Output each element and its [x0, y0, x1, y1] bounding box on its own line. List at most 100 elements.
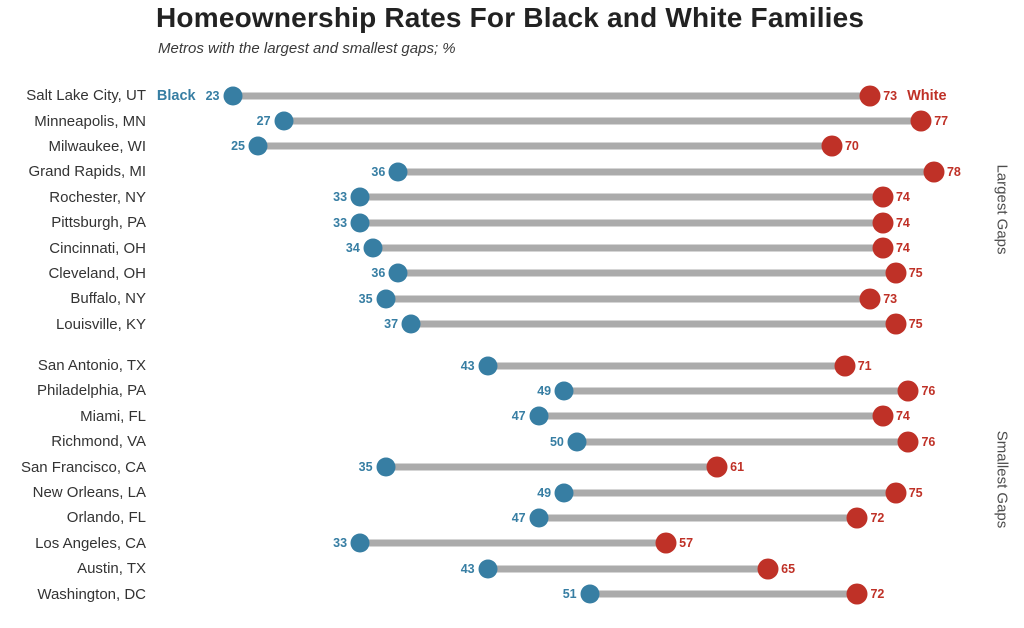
white-value: 76 [921, 383, 936, 398]
white-value: 74 [895, 240, 910, 255]
connector-bar [487, 565, 769, 573]
white-value: 75 [908, 266, 923, 281]
white-value: 61 [730, 459, 745, 474]
white-value-label: 71 [858, 359, 872, 372]
dumbbell-plot: 35 61 [156, 454, 985, 479]
metro-label: Rochester, NY [49, 188, 146, 206]
dumbbell-row: Cincinnati, OH 34 74 [0, 235, 1024, 260]
chart-title: Homeownership Rates For Black and White … [156, 2, 865, 33]
dumbbell-plot: 35 73 [156, 286, 985, 311]
white-dot [859, 85, 881, 107]
dumbbell-plot: 50 76 [156, 429, 985, 454]
white-dot [757, 558, 779, 580]
group-label: Largest Gaps [993, 164, 1011, 255]
metro-label: Grand Rapids, MI [28, 163, 146, 181]
white-dot [885, 313, 907, 335]
white-value: 72 [870, 510, 885, 525]
black-value-label: Black 23 [157, 88, 220, 103]
black-dot [388, 263, 408, 283]
black-dot [554, 483, 574, 503]
dumbbell-row: Rochester, NY 33 74 [0, 185, 1024, 210]
metro-label: Cincinnati, OH [49, 239, 146, 257]
dumbbell-plot: 43 65 [156, 556, 985, 581]
black-dot [350, 213, 370, 233]
connector-bar [232, 92, 871, 100]
black-value: 33 [333, 215, 348, 230]
connector-bar [398, 269, 896, 277]
white-value: 74 [895, 409, 910, 424]
connector-bar [258, 142, 832, 150]
black-value-label: 33 [333, 191, 347, 204]
white-value-label: 74 [896, 410, 910, 423]
black-dot [388, 162, 408, 182]
black-dot [478, 559, 498, 579]
white-value-label: 72 [870, 588, 884, 601]
metro-label: Washington, DC [37, 585, 146, 603]
white-dot [897, 431, 919, 453]
white-value-label: 74 [896, 242, 910, 255]
black-value: 33 [333, 190, 348, 204]
dumbbell-plot: 49 75 [156, 480, 985, 505]
black-value-label: 36 [371, 267, 385, 280]
dumbbell-row: San Antonio, TX 43 71 [0, 353, 1024, 378]
dumbbell-plot: 36 75 [156, 261, 985, 286]
metro-label: Salt Lake City, UT [26, 87, 146, 105]
connector-bar [360, 219, 883, 227]
white-dot [897, 380, 919, 402]
white-value: 75 [908, 485, 923, 500]
chart-subtitle: Metros with the largest and smallest gap… [158, 40, 456, 57]
black-value: 34 [345, 240, 360, 255]
white-dot [872, 237, 894, 259]
white-value-label: 57 [679, 537, 693, 550]
black-dot [223, 86, 243, 106]
black-dot [529, 508, 549, 528]
metro-label: Pittsburgh, PA [51, 214, 146, 232]
white-value-label: 75 [909, 486, 923, 499]
white-value: 72 [870, 586, 885, 601]
connector-bar [538, 514, 858, 522]
dumbbell-row: Philadelphia, PA 49 76 [0, 378, 1024, 403]
white-value: 73 [883, 291, 898, 306]
white-value-label: 78 [947, 165, 961, 179]
black-value: 25 [231, 139, 246, 154]
black-value: 33 [333, 536, 348, 551]
dumbbell-row: Washington, DC 51 72 [0, 581, 1024, 606]
metro-label: Louisville, KY [55, 315, 146, 333]
white-value-label: 76 [921, 435, 935, 449]
metro-label: Minneapolis, MN [34, 112, 146, 130]
black-value: 51 [562, 586, 577, 601]
dumbbell-plot: 25 70 [156, 134, 985, 159]
black-value-label: 47 [512, 410, 526, 423]
black-value: 36 [371, 164, 386, 179]
dumbbell-row: Cleveland, OH 36 75 [0, 261, 1024, 286]
black-dot [350, 187, 370, 207]
black-value-label: 43 [461, 359, 475, 372]
dumbbell-row: San Francisco, CA 35 61 [0, 454, 1024, 479]
white-value-label: 74 [896, 216, 910, 229]
black-value: 27 [256, 113, 271, 128]
dumbbell-row: Pittsburgh, PA 33 74 [0, 210, 1024, 235]
black-dot [529, 406, 549, 426]
black-value-label: 49 [537, 384, 551, 398]
dumbbell-group: San Antonio, TX 43 71 Philadelphia, PA 49 76 M… [0, 353, 1024, 607]
black-value-label: 51 [563, 588, 577, 601]
black-dot [248, 136, 268, 156]
black-value-label: 33 [333, 537, 347, 550]
white-dot [655, 532, 677, 554]
connector-bar [372, 244, 883, 252]
dumbbell-row: Richmond, VA 50 76 [0, 429, 1024, 454]
metro-label: San Francisco, CA [20, 458, 146, 476]
dumbbell-row: Austin, TX 43 65 [0, 556, 1024, 581]
white-value-label: 75 [909, 267, 923, 280]
connector-bar [538, 412, 883, 420]
metro-label: Miami, FL [80, 407, 146, 425]
white-value-label: 72 [870, 510, 885, 525]
legend-black-label: Black [156, 87, 196, 104]
white-dot [846, 583, 868, 605]
dumbbell-row: Milwaukee, WI 25 70 [0, 134, 1024, 159]
white-dot [846, 507, 868, 529]
dumbbell-plot: 43 71 [156, 353, 985, 378]
chart-area: Salt Lake City, UT Black 23 73 White Minneapo… [0, 83, 1024, 607]
connector-bar [360, 539, 667, 547]
